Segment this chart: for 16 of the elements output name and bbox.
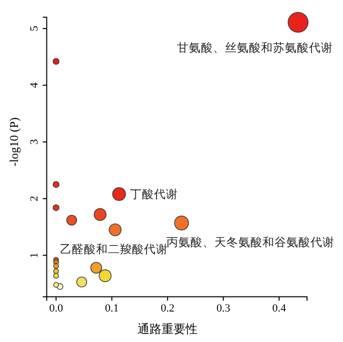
y-tick-label: 5	[28, 25, 41, 32]
x-tick-label: 0.1	[104, 302, 119, 315]
y-tick-label: 3	[28, 138, 41, 145]
x-tick-label: 0.2	[160, 302, 174, 315]
y-tick-label: 4	[28, 82, 41, 88]
annotation: 乙醛酸和二羧酸代谢	[60, 242, 168, 256]
x-tick-label: 0.4	[272, 302, 286, 315]
y-tick-label: 2	[28, 196, 41, 202]
x-axis-title: 通路重要性	[138, 322, 198, 336]
x-tick-label: 0.0	[49, 302, 64, 315]
annotation: 甘氨酸、丝氨酸和苏氨酸代谢	[177, 41, 334, 54]
annotation: 丙氨酸、天冬氨酸和谷氨酸代谢	[166, 236, 335, 249]
y-axis-title: -log10 (P)	[7, 117, 21, 166]
x-tick-label: 0.3	[216, 302, 231, 315]
y-tick-label: 1	[28, 252, 41, 258]
annotation: 丁酸代谢	[130, 188, 178, 202]
